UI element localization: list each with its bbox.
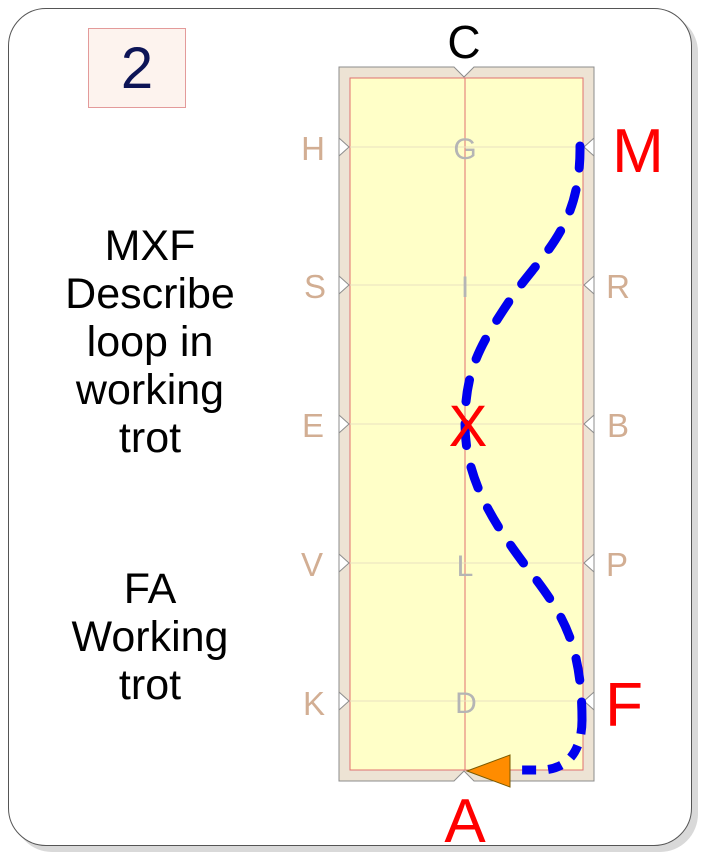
letter-B: B bbox=[607, 407, 629, 444]
letter-P: P bbox=[606, 546, 628, 583]
movement1-line: MXF bbox=[104, 222, 196, 270]
letter-F: F bbox=[605, 671, 643, 740]
letter-S: S bbox=[304, 268, 326, 305]
arena-letter-notches bbox=[338, 136, 595, 712]
movement2-line: trot bbox=[118, 661, 182, 709]
movement1-line: working bbox=[75, 366, 225, 414]
letter-A: A bbox=[444, 787, 486, 856]
letter-X: X bbox=[449, 394, 488, 459]
letter-I: I bbox=[461, 271, 469, 304]
letter-G: G bbox=[453, 133, 476, 166]
movement-path-mxf bbox=[460, 141, 587, 725]
movement1-line: Describe bbox=[65, 270, 235, 318]
movement-path-fa bbox=[515, 719, 587, 775]
movement-number-badge: 2 bbox=[88, 28, 186, 108]
letter-C: C bbox=[447, 16, 480, 68]
movement2-line: FA bbox=[123, 565, 177, 613]
movement1-line: loop in bbox=[86, 318, 214, 366]
movement2-line: Working bbox=[71, 613, 229, 661]
letter-D: D bbox=[455, 687, 477, 720]
movement-description-2: FA Working trot bbox=[40, 565, 260, 709]
letter-M: M bbox=[612, 117, 664, 186]
movement1-line: trot bbox=[118, 414, 182, 462]
letter-E: E bbox=[302, 407, 324, 444]
movement-description-1: MXF Describe loop in working trot bbox=[40, 222, 260, 462]
letter-L: L bbox=[457, 550, 474, 583]
letter-V: V bbox=[301, 546, 323, 583]
letter-R: R bbox=[606, 268, 630, 305]
direction-arrow-icon bbox=[465, 754, 511, 788]
movement-number: 2 bbox=[120, 35, 154, 101]
letter-K: K bbox=[303, 685, 325, 722]
letter-H: H bbox=[301, 130, 325, 167]
